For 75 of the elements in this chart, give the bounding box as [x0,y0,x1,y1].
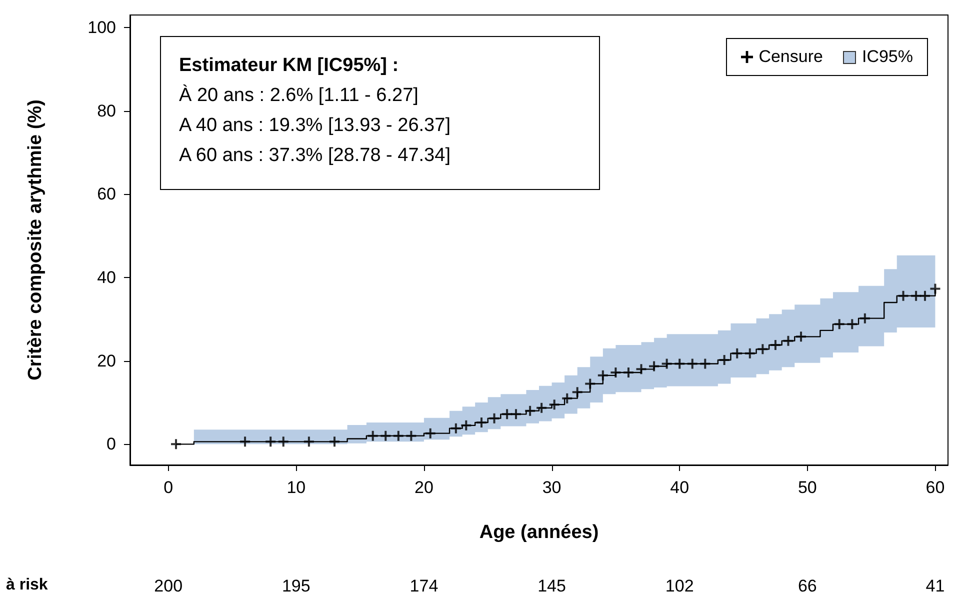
x-tick-label: 50 [798,478,817,497]
point [393,430,404,441]
point [744,348,755,358]
point [585,378,596,389]
text: à risk [6,576,48,594]
point [572,387,582,398]
point [450,423,461,434]
point [406,430,416,441]
point [758,344,768,354]
text: 174 [410,576,438,596]
point [380,430,391,441]
point [266,436,276,447]
point [783,336,794,346]
text: 145 [538,576,566,596]
point [920,290,930,301]
point [732,348,742,358]
x-tick-label: 10 [286,478,306,497]
annotation: A 40 ans : 19.3% [13.93 - 26.37] [179,114,452,138]
point [687,358,698,369]
y-tick-label: 40 [97,268,116,287]
point [770,340,780,350]
point [623,368,634,378]
x-tick-label: 40 [670,478,690,497]
point [898,290,908,301]
annotation: Estimateur KM [IC95%] : [179,54,400,78]
point [662,358,672,369]
x-tick-label: 20 [414,478,434,497]
y-axis-title: Critère composite arythmie (%) [25,100,46,380]
y-tick-label: 60 [97,184,116,204]
x-axis-title: Age (années) [479,522,599,543]
point [847,319,858,330]
text: 195 [282,576,310,596]
point [674,358,685,369]
point [562,393,572,404]
x-tick-label: 0 [164,478,174,497]
point [636,364,646,374]
x-tick-label: 30 [542,478,562,497]
point [278,436,288,447]
point [304,436,314,447]
point [425,428,436,438]
point [796,332,806,342]
text: 200 [154,576,183,596]
point [476,418,486,428]
point [549,400,560,410]
text: 66 [798,576,817,596]
point [911,290,922,301]
point [510,409,521,420]
point [330,436,340,447]
point [649,361,660,372]
text: 102 [665,576,694,596]
annotation: IC95% [862,47,913,67]
point [461,420,472,430]
y-tick-label: 100 [88,18,116,37]
legend-label: Censure [758,47,823,67]
point [834,319,844,330]
point [502,409,512,420]
point [719,355,730,365]
x-tick-label: 60 [926,478,945,497]
point [171,439,182,450]
point [700,358,710,369]
point [489,413,500,424]
point [368,430,378,441]
text: 41 [926,576,945,596]
point [598,370,608,380]
point [525,406,536,416]
annotation: À 20 ans : 2.6% [1.11 - 6.27] [179,84,420,108]
point [536,402,547,413]
y-tick-label: 20 [97,351,116,370]
point [930,284,940,294]
annotation: A 60 ans : 37.3% [28.78 - 47.34] [179,144,452,168]
y-tick-label: 80 [97,101,116,120]
y-tick-label: 0 [106,434,116,454]
point [240,436,250,447]
point [610,368,621,378]
point [860,313,870,324]
